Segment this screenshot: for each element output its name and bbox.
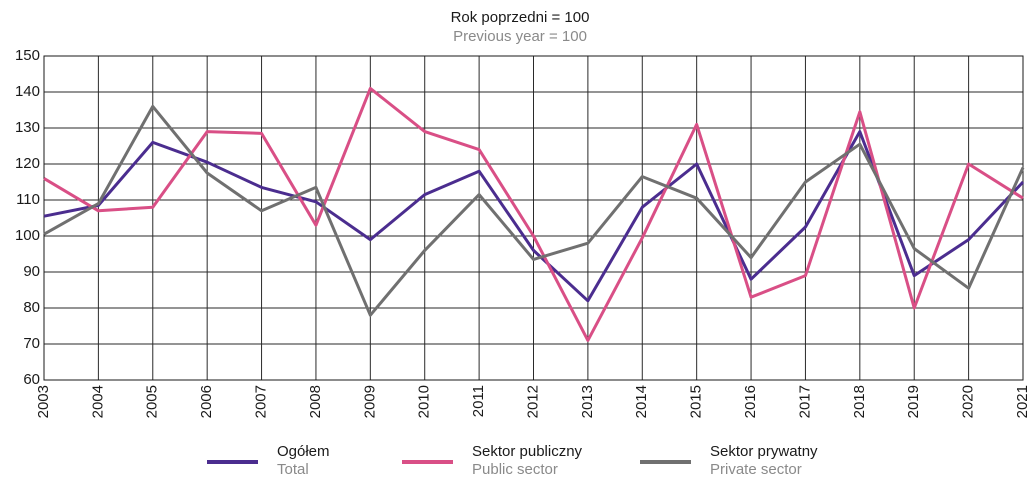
legend-label: Sektor prywatny <box>710 443 818 460</box>
y-tick-label: 70 <box>23 335 40 352</box>
x-tick-label: 2003 <box>35 385 52 418</box>
y-tick-label: 60 <box>23 371 40 388</box>
chart-title: Rok poprzedni = 100 <box>451 9 590 26</box>
x-tick-label: 2009 <box>361 385 378 418</box>
y-tick-label: 100 <box>15 227 40 244</box>
y-tick-label: 130 <box>15 119 40 136</box>
x-tick-label: 2013 <box>579 385 596 418</box>
x-tick-label: 2010 <box>416 385 433 418</box>
series-line <box>43 130 1025 303</box>
x-tick-label: 2007 <box>253 385 270 418</box>
x-tick-label: 2016 <box>742 385 759 418</box>
y-tick-label: 150 <box>15 47 40 64</box>
x-tick-label: 2005 <box>144 385 161 418</box>
x-tick-label: 2014 <box>633 385 650 418</box>
legend-label: Sektor publiczny <box>472 443 583 460</box>
y-tick-label: 140 <box>15 83 40 100</box>
x-tick-label: 2019 <box>905 385 922 418</box>
legend-label-en: Total <box>277 461 309 478</box>
legend-label-en: Private sector <box>710 461 802 478</box>
x-tick-label: 2008 <box>307 385 324 418</box>
x-tick-label: 2020 <box>960 385 977 418</box>
x-tick-label: 2015 <box>688 385 705 418</box>
series-line <box>43 104 1025 317</box>
x-tick-label: 2012 <box>524 385 541 418</box>
legend-label-en: Public sector <box>472 461 558 478</box>
y-tick-label: 80 <box>23 299 40 316</box>
x-tick-label: 2017 <box>796 385 813 418</box>
y-tick-label: 110 <box>16 191 40 208</box>
x-tick-label: 2011 <box>470 385 487 417</box>
x-tick-label: 2021 <box>1014 385 1028 418</box>
legend-label: Ogółem <box>277 443 330 460</box>
x-tick-label: 2018 <box>851 385 868 418</box>
y-tick-label: 120 <box>15 155 40 172</box>
plot-border <box>43 55 1024 381</box>
chart-subtitle: Previous year = 100 <box>453 28 587 45</box>
series-line <box>43 86 1024 342</box>
x-tick-label: 2006 <box>198 385 215 418</box>
y-tick-label: 90 <box>23 263 40 280</box>
x-tick-label: 2004 <box>89 385 106 418</box>
